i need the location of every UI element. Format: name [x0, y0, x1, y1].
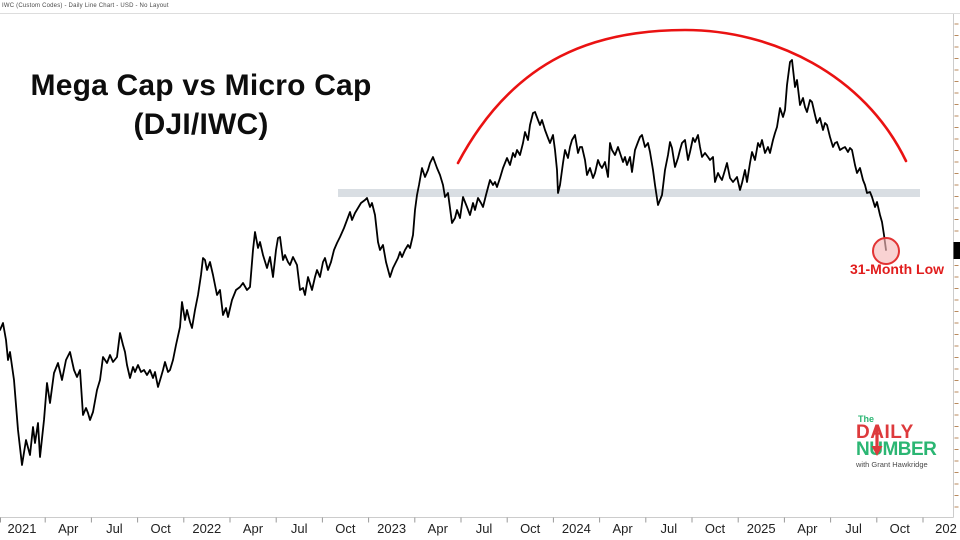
x-axis-label: 2024	[561, 521, 591, 536]
last-price-tag	[953, 242, 960, 259]
x-axis-label: Jul	[290, 521, 308, 536]
low-circle-annotation	[872, 237, 900, 265]
x-axis-label: Oct	[520, 521, 541, 536]
chart-title-line1: Mega Cap vs Micro Cap	[30, 69, 372, 102]
x-axis-label: Apr	[242, 521, 264, 536]
topping-arc-annotation	[456, 28, 908, 165]
x-axis-label: Oct	[704, 521, 726, 536]
chart-title: Mega Cap vs Micro Cap (DJI/IWC)	[28, 66, 374, 144]
x-axis-label: Apr	[612, 521, 633, 536]
instrument-label: IWC (Custom Codes) - Daily Line Chart - …	[2, 3, 169, 9]
x-axis-label: Apr	[58, 521, 79, 536]
down-arrow-icon	[871, 426, 883, 456]
x-axis-label: Apr	[797, 521, 818, 536]
logo-tagline: with Grant Hawkridge	[856, 460, 928, 469]
support-band	[338, 189, 920, 197]
x-axis-label: Oct	[889, 521, 910, 536]
chart-title-line2: (DJI/IWC)	[133, 108, 269, 141]
x-axis-label: Oct	[335, 521, 356, 536]
x-axis-label: 2025	[746, 521, 776, 536]
chart-header-bar: IWC (Custom Codes) - Daily Line Chart - …	[0, 0, 960, 14]
x-axis-label: Apr	[427, 521, 448, 536]
x-axis-label: Oct	[150, 521, 171, 536]
x-axis-label: Jul	[660, 521, 678, 536]
x-axis-label: Jul	[845, 521, 862, 536]
price-line	[0, 59, 887, 466]
x-axis: 2021 Apr Jul Oct 2022 Apr Jul Oct 2023 Apr Jul Oct 2…	[0, 520, 960, 540]
logo-daily-text: DAILY	[856, 422, 914, 443]
x-axis-label: 2022	[192, 521, 222, 536]
x-axis-label: 2023	[377, 521, 407, 536]
daily-number-logo: The DAILY NUMBER with Grant Hawkridge	[856, 414, 960, 469]
x-axis-label: Jul	[106, 521, 123, 536]
x-axis-label: Jul	[475, 521, 493, 536]
x-axis-label: 202	[935, 521, 957, 536]
x-axis-label: 2021	[7, 521, 37, 536]
logo-the-text: The	[858, 414, 875, 424]
low-annotation-label: 31-Month Low	[849, 261, 945, 277]
